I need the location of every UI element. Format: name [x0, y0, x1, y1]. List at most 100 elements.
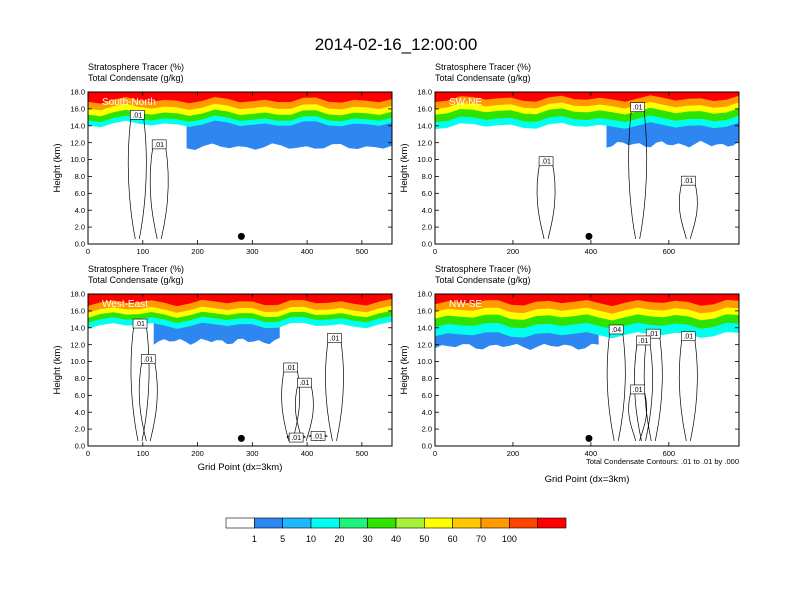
svg-text:.04: .04: [611, 327, 621, 334]
panel-title-tracer: Stratosphere Tracer (%): [88, 264, 184, 274]
svg-text:.01: .01: [633, 105, 643, 112]
y-axis-label: Height (km): [52, 345, 63, 394]
colorbar: 1 5 10 20 30 40 50 60 70 100: [225, 517, 567, 544]
contour-line: [628, 107, 648, 240]
svg-text:.01: .01: [143, 357, 153, 364]
svg-text:.01: .01: [683, 178, 693, 185]
colorbar-box: [310, 517, 340, 529]
plot-frame: [87, 293, 393, 447]
y-tick-label: 6.0: [75, 189, 85, 198]
x-axis-label: Grid Point (dx=3km): [198, 462, 283, 473]
y-tick-label: 2.0: [422, 223, 432, 232]
contour-line: [643, 333, 663, 442]
contour-line: [294, 382, 314, 442]
plot-frame: [434, 91, 740, 245]
colorbar-box: [254, 517, 283, 529]
panel-title-tracer: Stratosphere Tracer (%): [88, 62, 184, 72]
svg-text:.01: .01: [683, 334, 693, 341]
contour-label: .01: [636, 335, 651, 346]
x-tick-label: 200: [507, 247, 520, 256]
panel-title-tracer: Stratosphere Tracer (%): [435, 264, 531, 274]
contour-label: .01: [297, 377, 312, 388]
contour-label: .04: [608, 324, 624, 335]
y-tick-label: 0.0: [75, 240, 85, 249]
contour-label: .01: [681, 331, 696, 342]
contour-line: [130, 323, 150, 442]
contour-line: [536, 161, 556, 240]
colorbar-label: 1: [252, 534, 257, 544]
x-tick-label: 0: [433, 247, 437, 256]
contour-note: Total Condensate Contours: .01 to .01 by…: [586, 457, 739, 466]
panel-title-condensate: Total Condensate (g/kg): [435, 275, 531, 285]
x-tick-label: 400: [301, 247, 314, 256]
y-tick-label: 18.0: [417, 290, 432, 299]
x-tick-label: 600: [663, 247, 676, 256]
svg-text:.01: .01: [313, 433, 323, 440]
condensate-contours: [536, 107, 698, 240]
y-tick-label: 6.0: [422, 391, 432, 400]
x-tick-label: 0: [433, 449, 437, 458]
y-tick-label: 14.0: [417, 121, 432, 130]
y-axis-label: Height (km): [399, 143, 410, 192]
y-tick-label: 16.0: [417, 306, 432, 315]
x-tick-label: 500: [356, 247, 369, 256]
y-tick-label: 14.0: [417, 323, 432, 332]
x-tick-label: 400: [585, 449, 598, 458]
y-tick-label: 14.0: [70, 121, 85, 130]
svg-text:.01: .01: [633, 387, 643, 394]
y-tick-label: 0.0: [75, 442, 85, 451]
y-tick-label: 16.0: [417, 104, 432, 113]
contour-line: [678, 180, 698, 240]
x-tick-label: 400: [301, 449, 314, 458]
svg-text:.01: .01: [291, 435, 301, 442]
y-tick-label: 4.0: [422, 206, 432, 215]
x-axis-label: Grid Point (dx=3km): [545, 474, 630, 485]
svg-text:.01: .01: [639, 338, 649, 345]
y-tick-label: 2.0: [75, 223, 85, 232]
y-tick-label: 10.0: [70, 155, 85, 164]
contour-label: .01: [645, 328, 661, 339]
contour-line: [281, 367, 300, 442]
panel-title-tracer: Stratosphere Tracer (%): [435, 62, 531, 72]
panel-west-east: Stratosphere Tracer (%)Total Condensate …: [52, 264, 393, 473]
x-tick-label: 100: [137, 247, 150, 256]
y-tick-label: 2.0: [422, 425, 432, 434]
contour-label: .01: [327, 333, 342, 343]
plot-frame: [87, 91, 393, 245]
condensate-contours: [130, 323, 344, 442]
x-tick-label: 200: [191, 449, 204, 458]
y-tick-label: 12.0: [417, 340, 432, 349]
colorbar-label: 60: [448, 534, 458, 544]
panel-nw-se: Stratosphere Tracer (%)Total Condensate …: [399, 264, 740, 485]
y-tick-label: 4.0: [75, 206, 85, 215]
panel-title-condensate: Total Condensate (g/kg): [88, 73, 184, 83]
tracer-band-100: [435, 92, 739, 103]
contour-label: .01: [630, 384, 645, 395]
y-tick-label: 18.0: [70, 290, 85, 299]
y-axis-label: Height (km): [399, 345, 410, 394]
x-tick-label: 400: [585, 247, 598, 256]
x-tick-label: 500: [356, 449, 369, 458]
colorbar-label: 30: [363, 534, 373, 544]
panel-name: South-North: [102, 97, 156, 108]
svg-text:.01: .01: [648, 331, 658, 338]
y-tick-label: 4.0: [75, 408, 85, 417]
colorbar-label: 70: [476, 534, 486, 544]
svg-text:.01: .01: [330, 335, 340, 342]
colorbar-box: [225, 517, 255, 529]
y-tick-label: 8.0: [422, 172, 432, 181]
contour-label: .01: [129, 110, 145, 120]
x-tick-label: 300: [246, 247, 259, 256]
contour-line: [325, 337, 344, 442]
y-tick-label: 10.0: [70, 357, 85, 366]
contour-label: .01: [151, 139, 167, 150]
y-tick-label: 6.0: [75, 391, 85, 400]
y-tick-label: 12.0: [70, 340, 85, 349]
colorbar-label: 5: [280, 534, 285, 544]
contour-label: .01: [140, 354, 156, 364]
svg-text:.01: .01: [541, 159, 551, 166]
y-tick-label: 6.0: [422, 189, 432, 198]
svg-text:.01: .01: [299, 380, 309, 387]
contour-line: [678, 336, 698, 442]
